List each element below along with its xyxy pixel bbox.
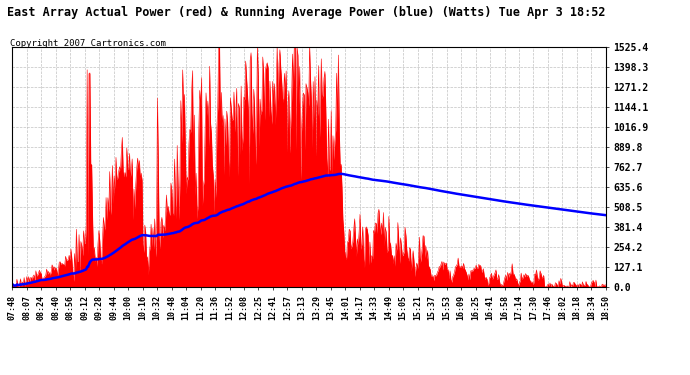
Text: Copyright 2007 Cartronics.com: Copyright 2007 Cartronics.com xyxy=(10,39,166,48)
Text: East Array Actual Power (red) & Running Average Power (blue) (Watts) Tue Apr 3 1: East Array Actual Power (red) & Running … xyxy=(7,6,605,19)
